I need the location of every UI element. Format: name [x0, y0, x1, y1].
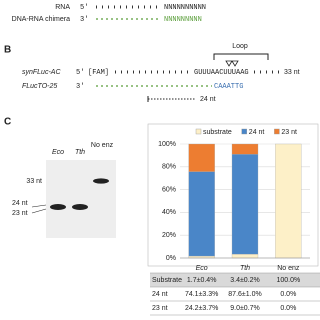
- marker-label: 24 nt: [12, 200, 28, 207]
- bar-segment: [275, 143, 302, 259]
- seq-label: FLucTO-25: [22, 83, 57, 90]
- legend-swatch: [195, 128, 202, 135]
- y-tick-label: 60%: [162, 186, 176, 193]
- table-cell: 24 nt: [152, 291, 168, 298]
- lane-label: Tth: [75, 149, 85, 156]
- gel-band: [93, 178, 109, 184]
- table-cell: 74.1±3.3%: [185, 291, 218, 298]
- seq-end: 5': [76, 69, 84, 77]
- lane-label: Eco: [52, 149, 64, 156]
- table-cell: 1.7±0.4%: [187, 277, 217, 284]
- y-tick-label: 20%: [162, 232, 176, 239]
- gel: [46, 160, 116, 238]
- cut-marks: [225, 60, 239, 67]
- gel-band: [50, 204, 66, 210]
- gel-band: [72, 204, 88, 210]
- seq-tag: [FAM]: [88, 69, 109, 77]
- seq-label: DNA-RNA chimera: [12, 16, 70, 23]
- panel-letter: B: [4, 45, 11, 56]
- table-cell: 24.2±3.7%: [185, 305, 218, 312]
- panel-letter: C: [4, 117, 11, 128]
- bar-segment: [231, 143, 259, 155]
- seq-end: 3': [80, 16, 88, 24]
- loop-bracket: [213, 53, 269, 60]
- x-tick-label: Tth: [240, 265, 250, 272]
- y-tick-label: 80%: [162, 164, 176, 171]
- marker-pointer: [31, 204, 47, 214]
- bar-segment: [188, 143, 215, 172]
- product-label: 24 nt: [200, 96, 216, 103]
- table-cell: 0.0%: [280, 291, 296, 298]
- legend-label: 24 nt: [249, 129, 265, 136]
- y-tick-label: 100%: [158, 141, 176, 148]
- legend-swatch: [241, 128, 247, 135]
- length-label: 33 nt: [284, 69, 300, 76]
- sequence: NNNNNNNNN: [164, 16, 202, 24]
- legend-label: substrate: [203, 129, 232, 136]
- table-row-bg: [150, 273, 320, 287]
- x-tick-label: Eco: [196, 265, 208, 272]
- table-cell: 0.0%: [280, 305, 296, 312]
- seq-label: synFLuc-AC: [22, 69, 61, 76]
- table-cell: Substrate: [152, 277, 182, 284]
- sequence: GUUUAACUUUAAG: [194, 69, 249, 77]
- sequence: NNNNNNNNNN: [164, 4, 206, 12]
- seq-label: RNA: [55, 4, 70, 11]
- seq-end: 5': [80, 4, 88, 12]
- sequence: CAAATTG: [214, 83, 243, 91]
- table-cell: 3.4±0.2%: [230, 277, 260, 284]
- table-cell: 87.6±1.0%: [228, 291, 261, 298]
- loop-label: Loop: [232, 43, 248, 50]
- seq-end: 3': [76, 83, 84, 91]
- bar-segment: [188, 171, 215, 257]
- y-tick-label: 40%: [162, 209, 176, 216]
- lane-label: No enz: [91, 142, 114, 149]
- chart-frame: [147, 123, 319, 267]
- y-tick-label: 0%: [166, 255, 176, 262]
- chart: 0% 20% 40% 60% 80% 100% substrate 24 nt 23 nt Eco…: [158, 128, 310, 272]
- legend-label: 23 nt: [281, 129, 297, 136]
- table-cell: 9.0±0.7%: [230, 305, 260, 312]
- table: Substrate 1.7±0.4% 3.4±0.2% 100.0% 24 nt 74.1…: [150, 272, 320, 316]
- marker-label: 33 nt: [26, 178, 42, 185]
- x-tick-label: No enz: [277, 265, 300, 272]
- table-cell: 23 nt: [152, 305, 168, 312]
- legend-swatch: [274, 128, 280, 135]
- table-cell: 100.0%: [276, 277, 300, 284]
- bar-segment: [231, 154, 259, 255]
- bar-segment: [231, 253, 259, 259]
- marker-label: 23 nt: [12, 210, 28, 217]
